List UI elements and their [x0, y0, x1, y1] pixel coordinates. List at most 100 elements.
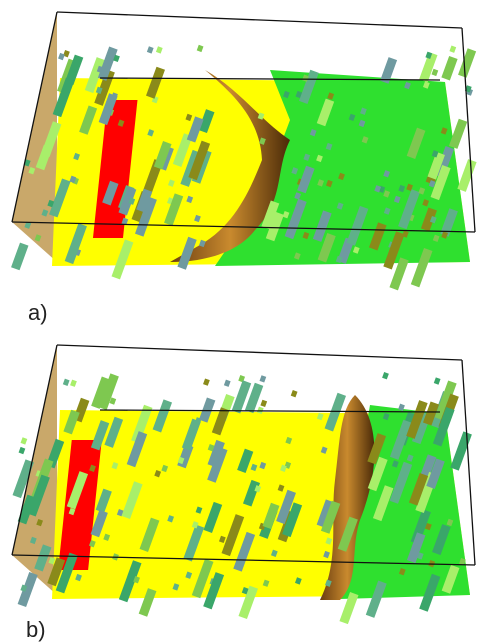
particle [302, 74, 309, 82]
particle [69, 175, 77, 184]
particle [238, 585, 258, 620]
particle [95, 86, 103, 94]
particle [408, 472, 429, 506]
particle [365, 580, 387, 618]
panel-a: a) [11, 11, 477, 325]
particle [422, 81, 430, 89]
front [320, 395, 375, 600]
particle [147, 129, 155, 137]
particle [383, 207, 391, 215]
particle [293, 252, 301, 260]
particle [338, 172, 345, 181]
particle [285, 436, 293, 445]
particle [441, 55, 458, 81]
particle [431, 68, 439, 77]
side-wall [12, 12, 57, 262]
particle [406, 454, 414, 462]
particle [339, 591, 359, 625]
particle [186, 116, 204, 143]
panel-label: a) [28, 300, 48, 325]
particle [126, 431, 148, 468]
particle [68, 507, 76, 516]
particle [441, 564, 460, 594]
particle [98, 93, 118, 126]
particle [265, 211, 284, 242]
particle [221, 514, 245, 557]
particle [70, 379, 77, 387]
particle [183, 524, 205, 562]
edge [11, 344, 58, 556]
particle [102, 180, 119, 206]
particle [237, 448, 254, 473]
particle [89, 464, 96, 472]
particle [104, 416, 124, 448]
particle [432, 234, 440, 242]
particle [12, 459, 34, 499]
particle [317, 233, 336, 263]
particle [195, 506, 203, 514]
particle [91, 376, 111, 409]
particle [203, 501, 223, 534]
particle [429, 216, 437, 224]
particle [95, 488, 112, 513]
particle [404, 81, 411, 90]
particle [428, 180, 436, 188]
particle [294, 192, 302, 200]
particle [198, 239, 206, 248]
particle [138, 588, 157, 617]
particle [382, 372, 389, 380]
particle [103, 533, 111, 541]
particle [284, 198, 307, 240]
particle [259, 137, 266, 145]
particle [20, 584, 28, 592]
particle [172, 133, 193, 168]
particle [432, 524, 451, 556]
particle [448, 118, 468, 149]
particle [90, 509, 108, 538]
particle [450, 431, 472, 471]
particle [295, 90, 303, 99]
particle [90, 420, 110, 451]
particle [435, 146, 455, 179]
particle [406, 532, 426, 564]
particle [118, 186, 137, 216]
particle [309, 128, 317, 137]
particle [433, 377, 441, 385]
particle [398, 403, 405, 411]
particle [75, 573, 82, 582]
edge [99, 77, 441, 81]
particle [426, 458, 445, 489]
particle [262, 502, 280, 530]
particle [262, 579, 270, 587]
edge [461, 359, 476, 566]
particle [280, 464, 287, 473]
particle [218, 535, 226, 544]
particle [146, 46, 154, 54]
particle [410, 247, 433, 288]
particle [323, 550, 330, 559]
particle [17, 571, 38, 608]
particle [261, 200, 280, 230]
particle [406, 400, 428, 439]
particle [167, 515, 175, 523]
particle [177, 236, 197, 270]
particle [207, 439, 225, 468]
particle [18, 446, 26, 455]
particle [303, 153, 311, 161]
particle [142, 159, 163, 197]
particle [191, 558, 214, 599]
particle [134, 196, 157, 237]
particle [89, 539, 96, 548]
particle [191, 521, 199, 529]
particle [335, 255, 343, 264]
particles [11, 44, 477, 291]
particle [49, 178, 71, 218]
particle [406, 183, 413, 191]
particle [458, 48, 477, 78]
particle [62, 378, 70, 386]
panel-label: b) [26, 617, 46, 642]
particle [153, 141, 172, 170]
particle [66, 471, 89, 510]
particle [398, 184, 406, 193]
